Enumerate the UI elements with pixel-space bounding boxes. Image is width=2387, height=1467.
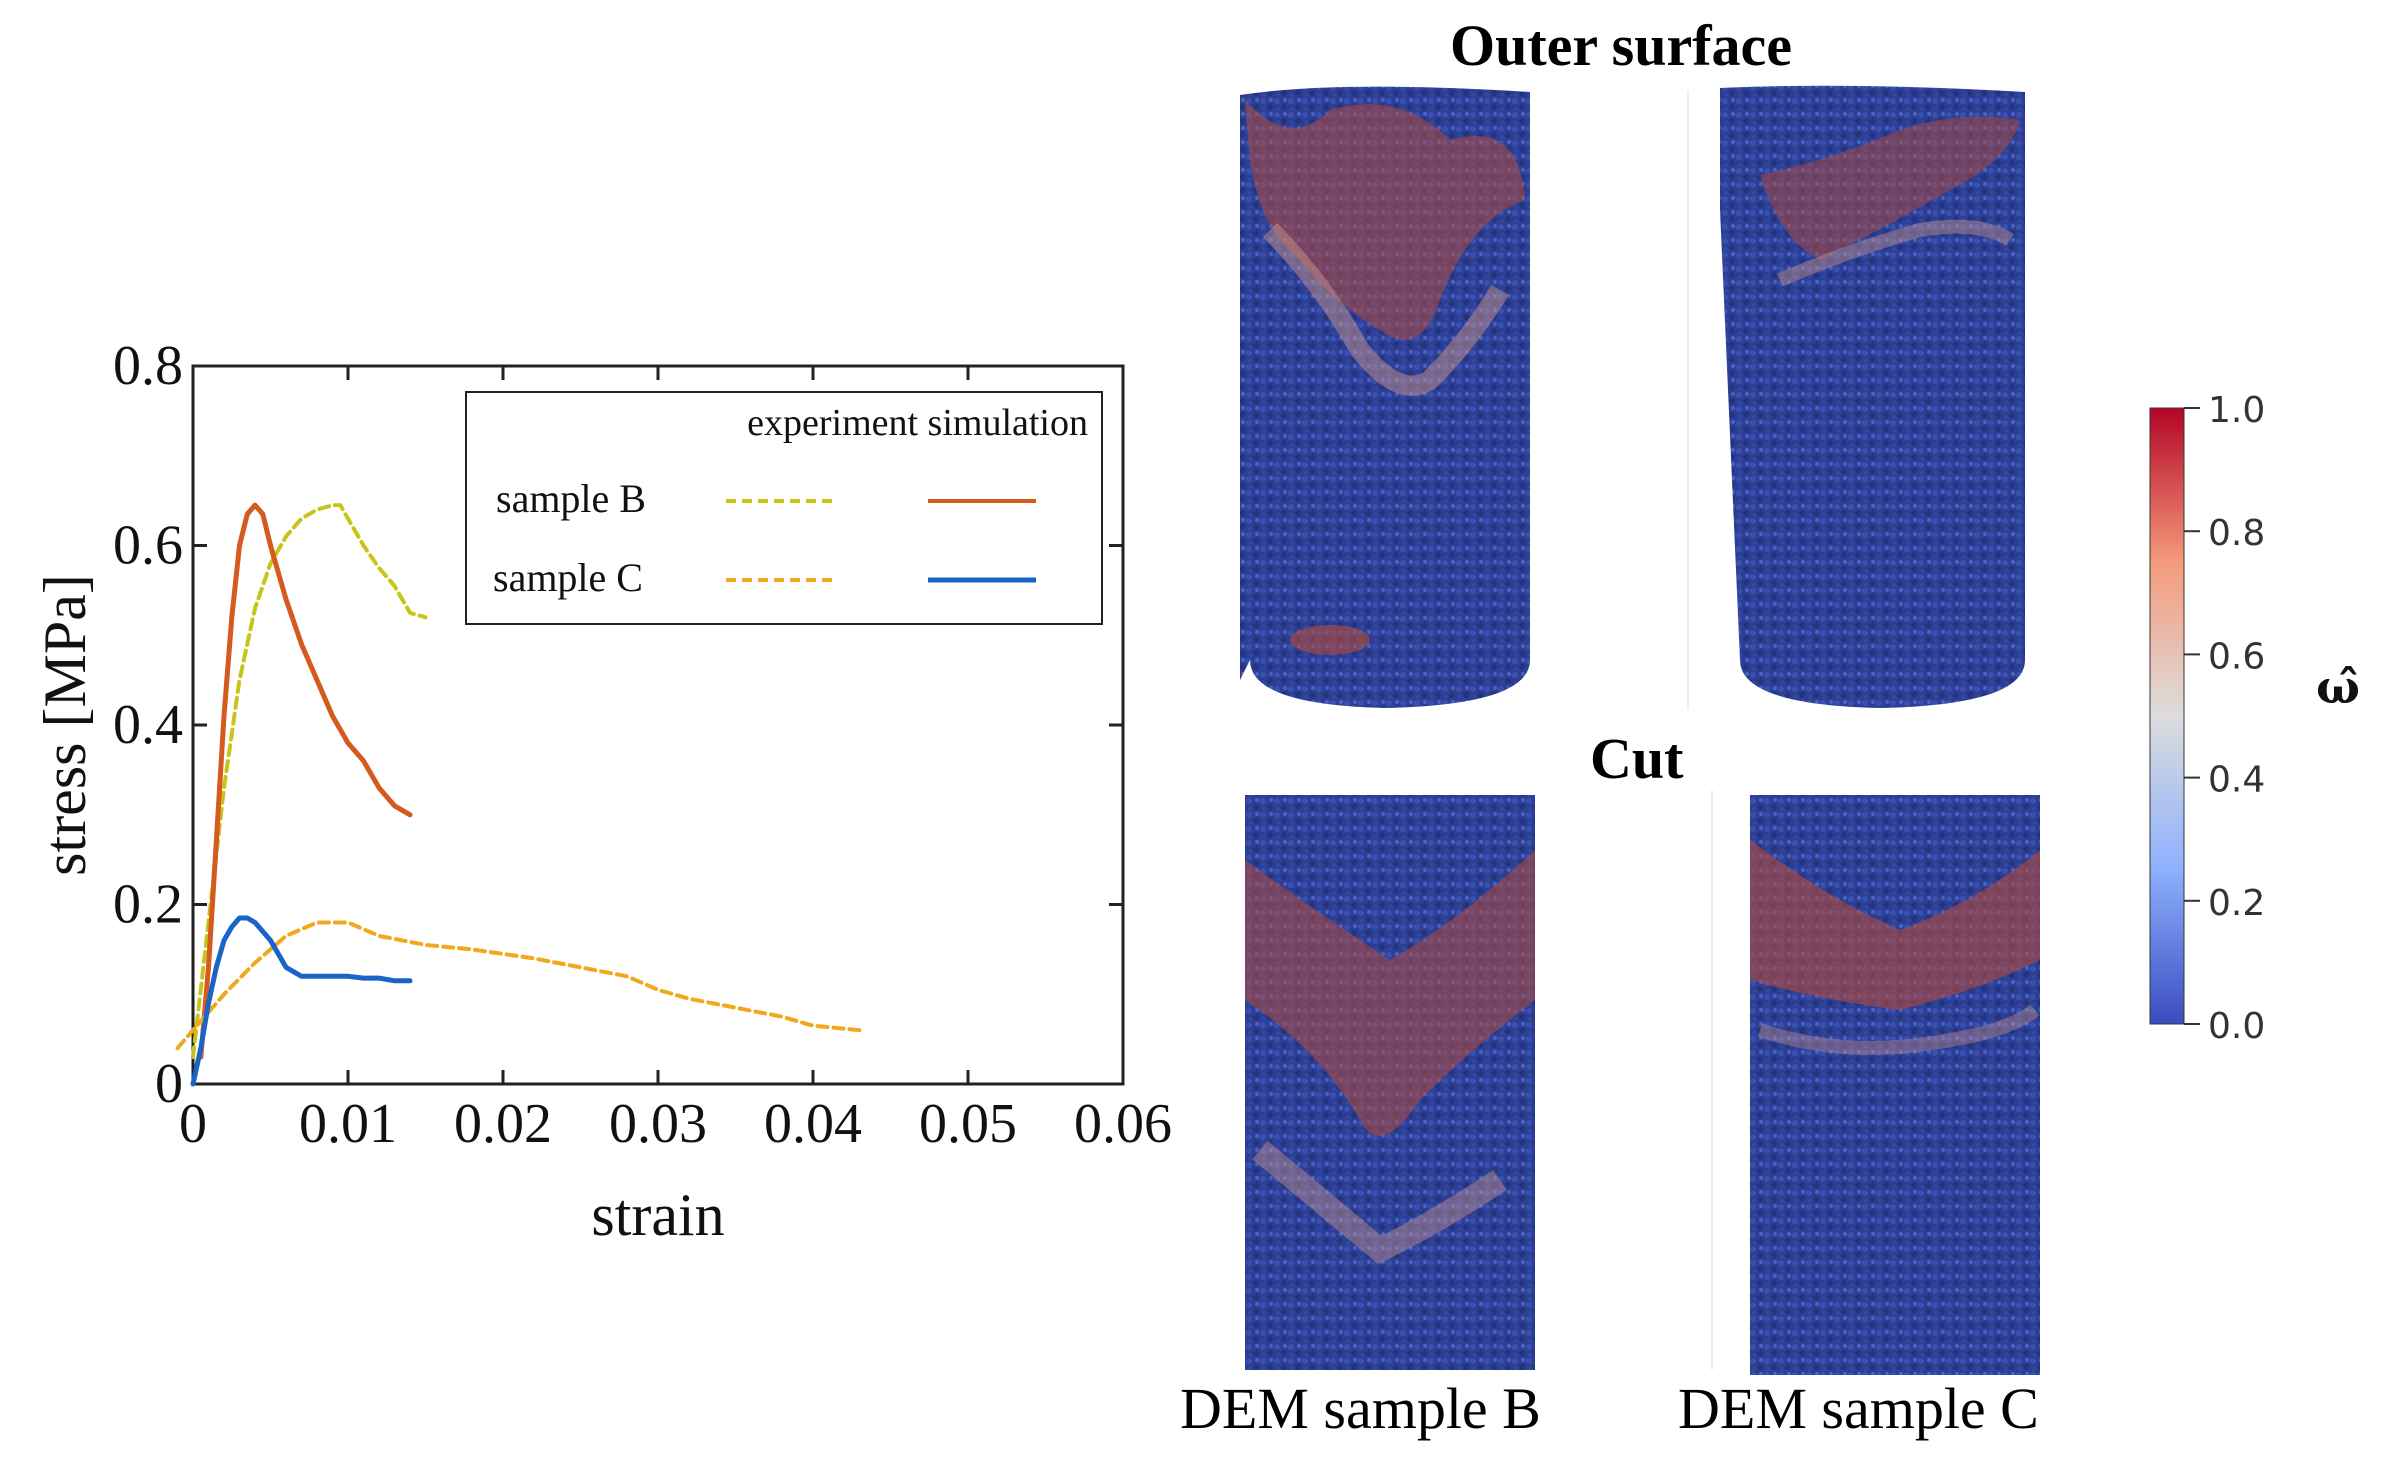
series-line-sample-c-simulation — [190, 915, 413, 1087]
bottom-panel-title: Cut — [1590, 726, 1684, 791]
y-tick-label: 0.6 — [113, 515, 183, 577]
x-tick-label: 0.06 — [1074, 1093, 1172, 1155]
series-line-sample-c-experiment — [175, 920, 862, 1051]
y-tick-label: 0.2 — [113, 874, 183, 936]
caption-dem-sample-b: DEM sample B — [1180, 1376, 1541, 1441]
x-tick-label: 0 — [179, 1093, 207, 1155]
colorbar-ticks: 1.0 0.8 0.6 0.4 0.2 0.0 — [2184, 390, 2265, 1047]
y-tick-label: 0.4 — [113, 694, 183, 756]
legend-entry-sample-c: sample C — [493, 555, 643, 600]
dem-sample-c-cut — [1750, 795, 2040, 1375]
series-line-sample-b-experiment — [191, 503, 428, 1060]
colorbar-tick-label: 0.0 — [2208, 1006, 2265, 1047]
top-panel-title: Outer surface — [1450, 13, 1792, 78]
x-tick-label: 0.03 — [609, 1093, 707, 1155]
legend-entry-sample-b: sample B — [496, 476, 646, 521]
colorbar-title: ω̂ — [2316, 660, 2360, 714]
dem-sample-b-cut — [1245, 795, 1535, 1370]
x-tick-label: 0.04 — [764, 1093, 862, 1155]
dem-sample-b-outer — [1240, 86, 1530, 708]
colorbar-tick-label: 0.8 — [2208, 513, 2265, 554]
colorbar — [2149, 407, 2185, 1025]
axis-ticks: 0 0.01 0.02 0.03 0.04 0.05 0.06 0 0.2 0.4 0.6 0.8 — [113, 335, 1172, 1155]
y-tick-label: 0.8 — [113, 335, 183, 397]
x-tick-label: 0.05 — [919, 1093, 1017, 1155]
legend: experiment simulation sample B sample C — [465, 391, 1103, 625]
legend-header: experiment simulation — [747, 402, 1088, 444]
y-axis-label: stress [MPa] — [32, 574, 98, 876]
caption-dem-sample-c: DEM sample C — [1678, 1376, 2039, 1441]
colorbar-tick-label: 1.0 — [2208, 390, 2265, 431]
x-axis-label: strain — [591, 1182, 724, 1248]
colorbar-tick-label: 0.6 — [2208, 636, 2265, 677]
x-tick-label: 0.02 — [454, 1093, 552, 1155]
x-tick-label: 0.01 — [299, 1093, 397, 1155]
colorbar-tick-label: 0.2 — [2208, 883, 2265, 924]
series-line-sample-b-simulation — [198, 502, 413, 1060]
dem-sample-c-outer — [1720, 85, 2025, 708]
series-layer — [175, 502, 862, 1087]
y-tick-label: 0 — [155, 1053, 183, 1115]
colorbar-tick-label: 0.4 — [2208, 760, 2265, 801]
legend-box — [465, 391, 1103, 625]
